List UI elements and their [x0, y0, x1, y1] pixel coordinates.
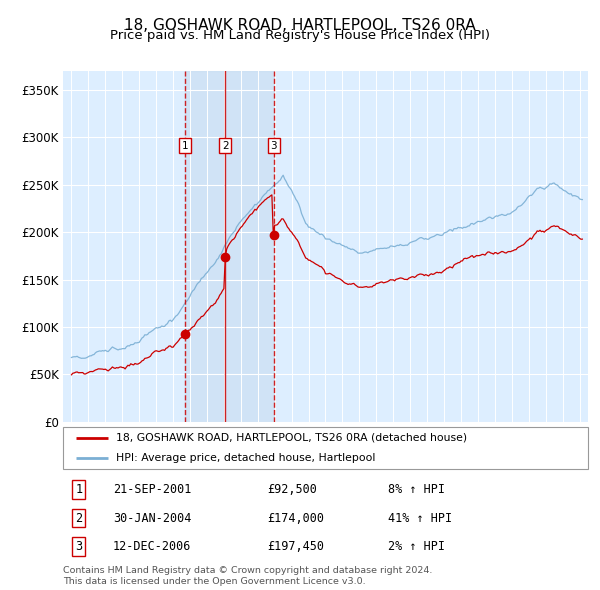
Text: £92,500: £92,500	[268, 483, 317, 496]
Bar	[185, 71, 274, 422]
FancyBboxPatch shape	[63, 427, 588, 469]
Text: 2: 2	[75, 512, 82, 525]
Text: Price paid vs. HM Land Registry's House Price Index (HPI): Price paid vs. HM Land Registry's House …	[110, 30, 490, 42]
Text: Contains HM Land Registry data © Crown copyright and database right 2024.
This d: Contains HM Land Registry data © Crown c…	[63, 566, 433, 586]
Text: 18, GOSHAWK ROAD, HARTLEPOOL, TS26 0RA (detached house): 18, GOSHAWK ROAD, HARTLEPOOL, TS26 0RA (…	[115, 432, 467, 442]
Text: 1: 1	[75, 483, 82, 496]
Text: £174,000: £174,000	[268, 512, 325, 525]
Text: 8% ↑ HPI: 8% ↑ HPI	[389, 483, 445, 496]
Text: HPI: Average price, detached house, Hartlepool: HPI: Average price, detached house, Hart…	[115, 453, 375, 463]
Text: 41% ↑ HPI: 41% ↑ HPI	[389, 512, 452, 525]
Text: 3: 3	[271, 141, 277, 151]
Text: £197,450: £197,450	[268, 540, 325, 553]
Text: 3: 3	[75, 540, 82, 553]
Text: 21-SEP-2001: 21-SEP-2001	[113, 483, 191, 496]
Text: 2: 2	[222, 141, 229, 151]
Text: 1: 1	[182, 141, 188, 151]
Text: 30-JAN-2004: 30-JAN-2004	[113, 512, 191, 525]
Text: 18, GOSHAWK ROAD, HARTLEPOOL, TS26 0RA: 18, GOSHAWK ROAD, HARTLEPOOL, TS26 0RA	[124, 18, 476, 32]
Text: 2% ↑ HPI: 2% ↑ HPI	[389, 540, 445, 553]
Text: 12-DEC-2006: 12-DEC-2006	[113, 540, 191, 553]
